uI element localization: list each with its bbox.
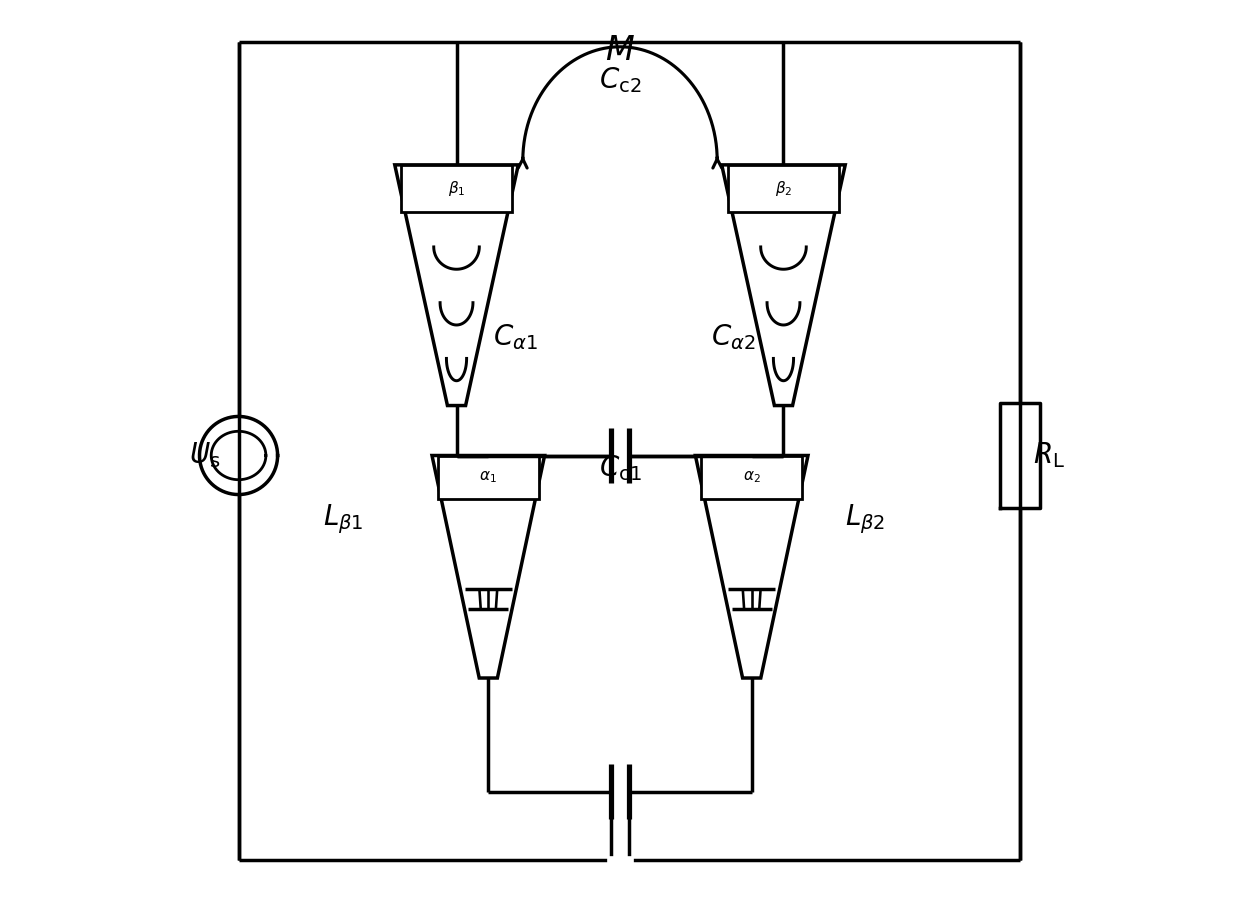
Text: $\alpha_2$: $\alpha_2$ [743,469,760,485]
Polygon shape [728,165,839,211]
Text: $C_{\mathrm{c1}}$: $C_{\mathrm{c1}}$ [599,453,641,483]
Text: $R_{\mathrm{L}}$: $R_{\mathrm{L}}$ [1033,441,1065,470]
Polygon shape [701,456,802,499]
Text: $L_{\beta 1}$: $L_{\beta 1}$ [322,502,363,536]
Polygon shape [401,165,512,211]
Text: $\beta_1$: $\beta_1$ [448,179,465,198]
Text: $C_{\alpha 1}$: $C_{\alpha 1}$ [492,322,538,353]
Text: $C_{\mathrm{c2}}$: $C_{\mathrm{c2}}$ [599,65,641,95]
Polygon shape [438,456,539,499]
Text: $\beta_2$: $\beta_2$ [775,179,792,198]
Text: $M$: $M$ [605,36,635,67]
Text: $L_{\beta 2}$: $L_{\beta 2}$ [846,502,885,536]
Text: $U_{\mathrm{s}}$: $U_{\mathrm{s}}$ [188,441,221,470]
Text: $\alpha_1$: $\alpha_1$ [480,469,497,485]
Text: $C_{\alpha 2}$: $C_{\alpha 2}$ [711,322,755,353]
